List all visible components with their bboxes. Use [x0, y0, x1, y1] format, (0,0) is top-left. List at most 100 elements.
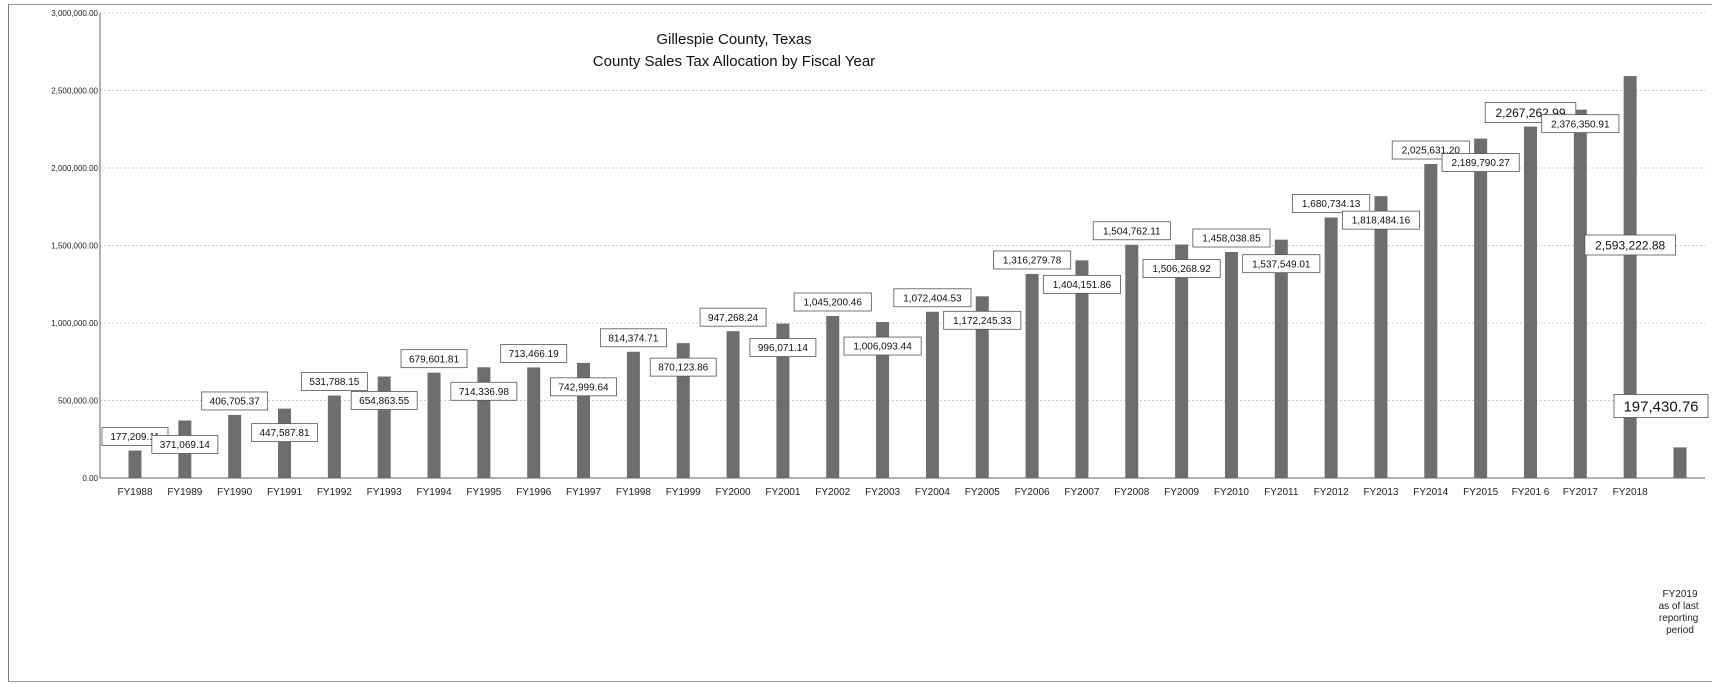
- data-label-text: 1,006,093.44: [853, 342, 912, 353]
- data-label-box: [300, 372, 368, 391]
- data-label: 947,268.24: [699, 307, 767, 327]
- bar: [228, 414, 242, 478]
- data-label-box: [699, 307, 767, 327]
- bar: [1424, 164, 1438, 478]
- bar: [1474, 138, 1488, 478]
- data-label: 713,466.19: [500, 344, 568, 363]
- data-label-text: 713,466.19: [509, 349, 559, 360]
- y-tick-label: 500,000.00: [58, 397, 99, 406]
- bar: [1175, 244, 1189, 478]
- data-label-box: [793, 292, 872, 312]
- bar: [676, 343, 690, 478]
- bar: [1673, 447, 1687, 478]
- data-label-box: [550, 377, 617, 397]
- bar: [278, 408, 292, 478]
- data-label: 1,818,484.16: [1341, 210, 1420, 230]
- data-label-box: [1092, 221, 1171, 241]
- bar: [327, 395, 341, 478]
- data-label: 870,123.86: [649, 357, 717, 377]
- data-label-box: [1242, 254, 1321, 274]
- x-tick-label: FY1992: [317, 487, 352, 498]
- data-label-text: 1,504,762.11: [1103, 226, 1161, 237]
- data-label: 447,587.81: [251, 423, 318, 443]
- chart-subtitle: County Sales Tax Allocation by Fiscal Ye…: [593, 53, 875, 70]
- x-tick-label: FY2010: [1214, 487, 1249, 498]
- data-label-text: 447,587.81: [259, 428, 309, 439]
- data-label: 679,601.81: [400, 349, 468, 369]
- x-tick-label: FY2003: [865, 487, 900, 498]
- data-label-text: 1,506,268.92: [1152, 264, 1211, 275]
- x-tick-label: FY1998: [616, 487, 651, 498]
- data-label-box: [1292, 194, 1371, 213]
- x-tick-label: FY201 6: [1512, 487, 1550, 498]
- chart-title: Gillespie County, Texas: [656, 31, 811, 48]
- x-tick-label: FY2018: [1613, 487, 1648, 498]
- data-label-text: 1,818,484.16: [1352, 216, 1411, 227]
- data-label: 1,045,200.46: [793, 292, 872, 312]
- data-label-box: [1613, 394, 1709, 418]
- data-label-text: 714,336.98: [459, 387, 509, 398]
- data-label: 406,705.37: [201, 391, 269, 411]
- data-label: 1,506,268.92: [1142, 259, 1221, 278]
- data-label-text: 679,601.81: [409, 354, 459, 365]
- x-axis-ticks: FY1988 FY1989 FY1990 FY1991 FY1992 FY1993 FY19…: [117, 487, 1697, 600]
- data-label: 742,999.64: [550, 377, 617, 397]
- y-tick-label: 2,000,000.00: [51, 164, 98, 173]
- data-label: 1,504,762.11: [1092, 221, 1171, 241]
- data-label-text: 177,209.11: [110, 432, 160, 443]
- data-label: 1,006,093.44: [843, 336, 922, 356]
- data-label: 2,189,790.27: [1441, 153, 1520, 172]
- data-label-text: 406,705.37: [210, 397, 260, 408]
- y-axis-ticks: 0.00 500,000.00 1,000,000.00 1,500,000.00 2,…: [51, 9, 98, 483]
- x-tick-label: FY2006: [1015, 487, 1050, 498]
- data-label: 714,336.98: [450, 381, 518, 401]
- data-label-box: [1042, 274, 1121, 294]
- x-tick-label: FY2014: [1413, 487, 1448, 498]
- bar: [626, 351, 640, 478]
- data-label-text: 1,045,200.46: [804, 298, 863, 309]
- x-tick-label: FY1993: [367, 487, 402, 498]
- x-tick-label: FY1995: [466, 487, 501, 498]
- x-tick-label: FY1999: [666, 487, 701, 498]
- data-label-box: [1441, 153, 1520, 172]
- data-label: 996,071.14: [749, 338, 817, 358]
- data-label-box: [599, 328, 667, 348]
- y-tick-label: 3,000,000.00: [51, 9, 98, 18]
- data-label: 371,069.14: [151, 435, 219, 454]
- data-label: 1,458,038.85: [1192, 228, 1271, 248]
- x-tick-label: FY2011: [1264, 487, 1299, 498]
- data-label-text: 371,069.14: [160, 440, 210, 451]
- bar: [726, 331, 740, 478]
- data-label-text: 1,458,038.85: [1202, 234, 1261, 245]
- x-tick-label: FY2000: [716, 487, 751, 498]
- x-tick-label: FY1994: [417, 487, 452, 498]
- data-label-box: [151, 435, 219, 454]
- y-tick-label: 1,000,000.00: [51, 319, 98, 328]
- data-label-box: [201, 391, 269, 411]
- data-label-box: [749, 338, 817, 358]
- bar: [1025, 273, 1039, 478]
- data-label: 197,430.76: [1613, 394, 1709, 418]
- bar: [1125, 244, 1139, 478]
- data-label-box: [350, 391, 418, 410]
- y-tick-label: 2,500,000.00: [51, 87, 98, 96]
- bar: [1324, 217, 1338, 478]
- data-label-box: [251, 423, 318, 443]
- bar: [1075, 260, 1089, 478]
- x-tick-label: FY2013: [1363, 487, 1398, 498]
- y-tick-label: 0.00: [82, 474, 98, 483]
- bar: [776, 323, 790, 478]
- data-label-box: [400, 349, 468, 369]
- data-label-box: [843, 336, 922, 356]
- data-label: 1,316,279.78: [993, 250, 1072, 270]
- data-label-text: 2,376,350.91: [1551, 119, 1610, 130]
- data-label-text: 1,680,734.13: [1302, 199, 1361, 210]
- fy2019-note: as of last reporting period: [1659, 601, 1702, 636]
- bar: [925, 311, 939, 478]
- data-label-box: [893, 288, 972, 308]
- data-label: 1,680,734.13: [1292, 194, 1371, 213]
- x-tick-label: FY2002: [815, 487, 850, 498]
- data-label-box: [993, 250, 1072, 270]
- data-label: 2,376,350.91: [1541, 114, 1620, 134]
